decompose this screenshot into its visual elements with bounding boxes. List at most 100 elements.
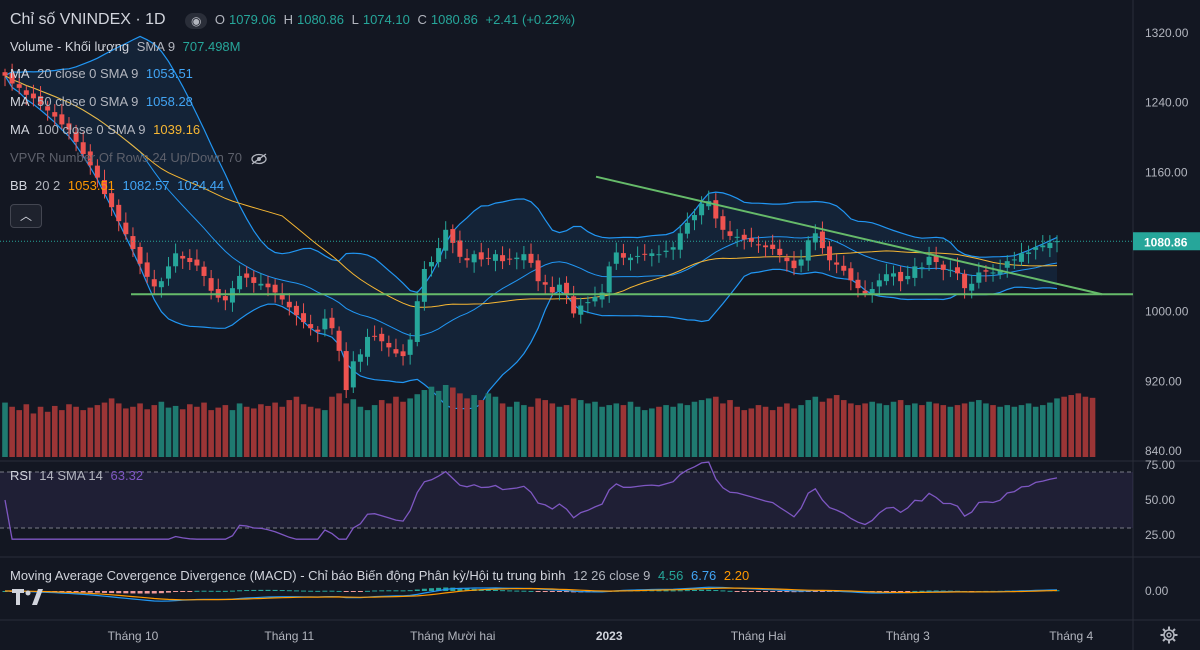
volume-bar: [44, 411, 51, 457]
macd-hist-bar: [521, 590, 527, 592]
collapse-legend-button[interactable]: ︿: [10, 204, 42, 228]
macd-hist-bar: [677, 590, 683, 592]
candle: [656, 245, 662, 263]
ma50-label: MA: [10, 94, 30, 109]
candle-body: [940, 264, 946, 270]
candle: [308, 314, 314, 336]
macd-hist-bar: [400, 590, 406, 592]
candle: [777, 239, 783, 263]
volume-legend[interactable]: Volume - Khối lượng SMA 9 707.498M: [10, 39, 245, 55]
macd-hist-bar: [187, 591, 193, 592]
macd-hist-bar: [386, 590, 392, 592]
candle-body: [436, 248, 442, 263]
candle: [286, 293, 292, 316]
ma100-value: 1039.16: [153, 122, 201, 137]
candle-body: [819, 231, 825, 249]
candle-body: [343, 351, 349, 391]
bb-band-fill: [5, 36, 1057, 409]
vpvr-legend[interactable]: VPVR Number Of Rows 24 Up/Down 70: [10, 150, 268, 166]
candle-body: [812, 233, 818, 243]
bb-legend[interactable]: BB 20 2 1053.51 1082.57 1024.44: [10, 178, 228, 194]
candle: [457, 230, 463, 264]
macd-hist-bar: [699, 589, 705, 591]
rsi-tick-label: 50.00: [1145, 493, 1175, 507]
candle: [301, 303, 307, 329]
candle: [109, 185, 115, 216]
macd-hist-bar: [535, 591, 541, 592]
candle-body: [194, 259, 200, 266]
tradingview-logo-icon[interactable]: [12, 585, 46, 607]
volume-bar: [130, 406, 136, 457]
macd-hist-bar: [500, 590, 506, 592]
candle: [201, 261, 207, 287]
candle: [173, 243, 179, 273]
candle: [165, 257, 171, 286]
macd-hist-bar: [379, 590, 385, 592]
volume-bar: [322, 410, 328, 457]
candle-body: [741, 234, 747, 240]
time-tick-label: Tháng 4: [1049, 629, 1093, 643]
macd-hist-bar: [514, 590, 520, 592]
candle-body: [535, 260, 541, 282]
candle-body: [38, 96, 44, 105]
macd-hist-bar: [791, 591, 797, 593]
candle-body: [350, 361, 356, 388]
candle: [748, 227, 754, 248]
macd-legend[interactable]: Moving Average Covergence Divergence (MA…: [10, 568, 753, 584]
indicator-circle-icon[interactable]: ◉: [185, 12, 208, 29]
volume-bar: [215, 407, 222, 457]
candle-body: [301, 313, 307, 323]
candle: [841, 255, 847, 276]
ma20-legend[interactable]: MA 20 close 0 SMA 9 1053.51: [10, 66, 197, 82]
candle-body: [556, 284, 562, 291]
candle-body: [663, 250, 669, 252]
candle: [784, 253, 790, 272]
volume-bar: [691, 401, 698, 457]
volume-bar: [1018, 405, 1025, 457]
candle-body: [208, 278, 214, 291]
macd-hist-bar: [336, 590, 342, 592]
macd-hist-bar: [123, 591, 129, 594]
volume-bar: [776, 406, 783, 457]
candle: [87, 144, 93, 175]
macd-hist-bar: [734, 591, 740, 592]
candle: [990, 264, 996, 282]
volume-bar: [464, 398, 470, 457]
candle: [1033, 240, 1039, 260]
volume-bar: [386, 403, 392, 457]
gear-icon[interactable]: [1160, 626, 1178, 644]
ma50-legend[interactable]: MA 50 close 0 SMA 9 1058.28: [10, 94, 197, 110]
macd-hist-bar: [819, 591, 825, 592]
volume-bar: [741, 410, 748, 457]
candle-body: [549, 286, 555, 293]
candle-body: [748, 237, 754, 243]
rsi-legend[interactable]: RSI 14 SMA 14 63.32: [10, 468, 147, 484]
candle-body: [713, 200, 719, 219]
eye-off-icon[interactable]: [250, 153, 268, 165]
macd-hist-bar: [428, 588, 434, 591]
volume-bar: [1011, 406, 1018, 457]
volume-bar: [592, 401, 598, 457]
macd-hist-bar: [94, 591, 100, 593]
ma100-legend[interactable]: MA 100 close 0 SMA 9 1039.16: [10, 122, 204, 138]
macd-hist-bar: [258, 589, 264, 591]
macd-hist-bar: [883, 591, 889, 592]
candle: [94, 159, 100, 188]
volume-bar: [87, 407, 94, 457]
candle-body: [222, 296, 228, 301]
candle-body: [137, 246, 143, 264]
candle-body: [2, 72, 8, 76]
macd-hist-bar: [777, 591, 783, 592]
candle-body: [649, 253, 655, 256]
volume-bar: [976, 400, 982, 457]
bb-basis-line: [4, 75, 1058, 337]
volume-bar: [812, 396, 819, 457]
macd-hist-bar: [237, 590, 243, 592]
candle-body: [357, 354, 363, 362]
candle-body: [691, 215, 697, 221]
volume-bar: [101, 402, 108, 457]
macd-hist-bar: [229, 590, 235, 592]
volume-bar: [1025, 403, 1032, 457]
symbol-title[interactable]: Chỉ số VNINDEX · 1D: [10, 11, 166, 28]
